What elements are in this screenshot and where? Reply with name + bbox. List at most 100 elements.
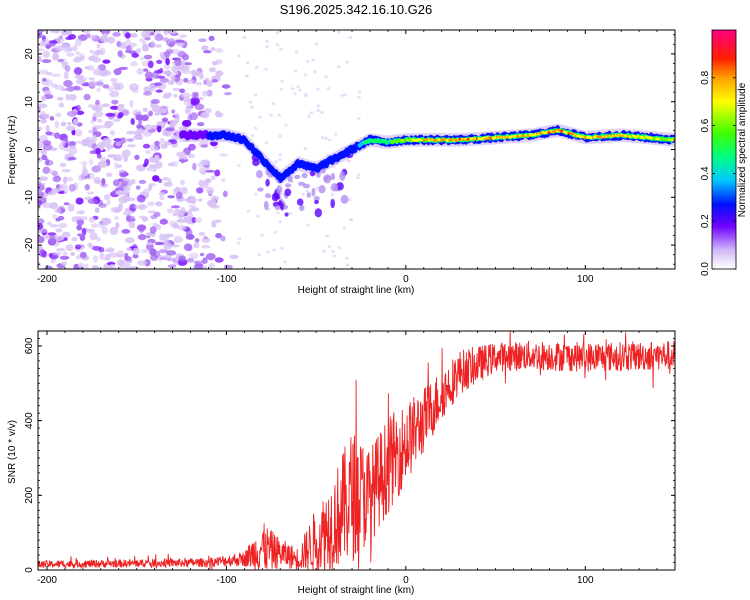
noise-cell [121,229,131,234]
figure-title: S196.2025.342.16.10.G26 [280,2,433,17]
noise-cell [68,147,78,155]
noise-cell [201,45,209,51]
noise-cell [62,43,70,50]
noise-cell [345,60,350,64]
noise-cell [73,85,81,91]
noise-cell [147,210,156,214]
noise-cell [164,92,173,97]
x-tick-label: -100 [216,274,236,285]
noise-cell [102,59,111,64]
noise-cell [197,198,203,202]
noise-cell [155,89,163,93]
noise-cell [116,40,122,48]
noise-cell [59,255,70,260]
noise-cell [254,65,259,69]
x-tick-label: 100 [577,575,594,586]
noise-cell [66,52,75,57]
noise-cell [57,58,64,63]
noise-cell [66,47,73,52]
noise-cell [136,194,146,203]
noise-cell [128,42,137,47]
noise-cell [337,246,342,250]
noise-cell [97,161,108,168]
noise-cell [170,30,177,35]
noise-cell [173,94,178,98]
noise-cell [316,87,320,91]
noise-cell [135,48,142,54]
snr-y-label: SNR (10 * v/v) [7,420,18,484]
noise-cell [162,236,170,244]
noise-cell [181,119,192,127]
noise-cell [45,131,53,136]
noise-cell [171,244,180,248]
noise-cell [357,95,361,99]
noise-cell [53,132,61,139]
noise-cell [264,67,268,71]
noise-cell [151,71,160,79]
noise-cell [193,263,203,269]
ridge-cell [299,204,305,212]
noise-cell [39,228,48,233]
noise-cell [201,90,209,97]
noise-cell [202,265,207,269]
noise-cell [266,250,270,254]
noise-cell [75,244,84,248]
noise-cell [68,141,77,147]
noise-cell [163,30,169,35]
noise-cell [177,224,187,231]
noise-cell [75,254,81,260]
noise-cell [118,169,125,173]
noise-cell [87,242,93,248]
noise-cell [55,112,62,118]
noise-cell [45,124,50,132]
noise-cell [129,99,134,108]
ridge-cell [309,170,316,177]
noise-cell [126,130,136,135]
noise-cell [212,145,219,149]
noise-cell [331,249,335,253]
colorbar: 0.0 0.2 0.4 0.6 0.8 Normalized spectral ampl… [700,29,748,276]
noise-cell [67,157,77,161]
noise-cell [38,48,45,52]
noise-cell [38,69,49,75]
noise-cell [357,116,361,120]
noise-cell [303,147,308,150]
noise-cell [208,35,215,42]
noise-cell [154,82,162,86]
noise-cell [157,109,162,115]
noise-cell [125,237,135,244]
noise-cell [75,38,83,46]
noise-cell [53,30,60,34]
noise-cell [47,232,57,236]
noise-cell [303,94,308,98]
noise-cell [79,234,86,241]
noise-cell [42,77,47,82]
noise-cell [278,134,282,138]
noise-cell [174,58,182,67]
noise-cell [75,55,85,60]
noise-cell [250,134,255,138]
noise-cell [118,66,129,70]
noise-cell [183,216,189,223]
noise-cell [75,129,83,137]
noise-cell [55,239,61,246]
noise-cell [43,143,53,151]
ridge-cell [271,193,279,202]
noise-cell [38,184,46,191]
noise-cell [229,254,239,259]
ridge-core-cell [369,138,373,142]
noise-cell [101,177,106,186]
noise-cell [109,226,119,235]
noise-cell [162,177,170,181]
noise-cell [201,169,207,175]
y-tick-label: 200 [24,487,35,504]
noise-cell [349,218,353,222]
noise-cell [113,68,122,76]
noise-cell [106,36,116,44]
noise-cell [86,191,95,195]
noise-cell [196,122,205,127]
y-tick-label: 20 [24,48,35,60]
noise-cell [156,59,163,64]
noise-cell [81,168,89,177]
noise-cell [131,87,139,94]
